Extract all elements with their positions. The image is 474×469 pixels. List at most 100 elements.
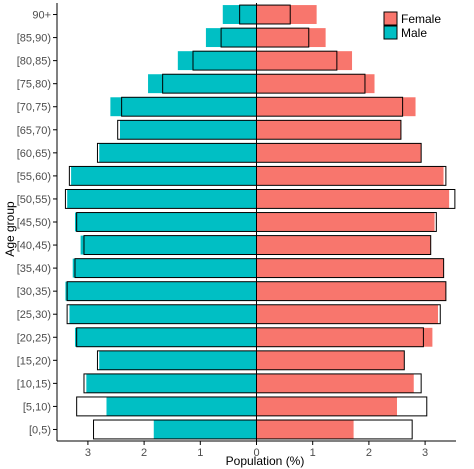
bar-female xyxy=(256,212,435,232)
bar-male xyxy=(99,350,257,370)
x-tick-label: 3 xyxy=(85,447,91,459)
outline-fill-female xyxy=(396,397,427,416)
outline-fill-male xyxy=(65,189,68,208)
outline-box xyxy=(117,119,402,140)
bar-male xyxy=(69,304,257,324)
legend-swatch-male xyxy=(383,25,398,40)
outline-box xyxy=(96,142,422,163)
bar-male xyxy=(106,396,257,416)
y-tick-label: [65,70) xyxy=(17,125,51,137)
outline-layer xyxy=(64,4,456,440)
outline-box xyxy=(121,96,404,117)
bar-female xyxy=(256,189,450,209)
y-tick-label: [35,40) xyxy=(17,263,51,275)
bar-male xyxy=(71,166,257,186)
bar-male xyxy=(74,212,257,232)
x-tick-label: 2 xyxy=(366,447,372,459)
bar-female xyxy=(256,281,446,301)
y-axis-title: Age group xyxy=(3,201,17,257)
outline-fill-male xyxy=(69,166,72,185)
y-tick-label: 90+ xyxy=(32,10,51,22)
outline-fill-male xyxy=(118,120,120,139)
bar-female xyxy=(256,327,433,347)
bar-male xyxy=(65,281,257,301)
bar-female xyxy=(256,5,317,24)
x-tick-label: 0 xyxy=(253,447,259,459)
outline-box xyxy=(162,73,366,94)
outline-box xyxy=(68,165,447,186)
bar-female xyxy=(256,350,405,370)
outline-box xyxy=(93,419,413,440)
x-ticks: 3 2 1 0 1 2 3 xyxy=(85,441,428,459)
outline-fill-male xyxy=(84,374,87,393)
bar-female xyxy=(256,373,414,393)
outline-fill-female xyxy=(438,305,440,324)
x-tick-label: 2 xyxy=(141,447,147,459)
outline-box xyxy=(76,327,424,348)
bar-male xyxy=(205,28,257,48)
y-tick-label: [60,65) xyxy=(17,148,51,160)
bars-layer xyxy=(65,5,455,439)
x-tick-label: 1 xyxy=(310,447,316,459)
y-tick-label: [85,90) xyxy=(17,33,51,45)
y-tick-label: [55,60) xyxy=(17,171,51,183)
bar-male xyxy=(119,120,257,140)
x-tick-label: 3 xyxy=(422,447,428,459)
bar-female xyxy=(256,51,353,71)
y-tick-label: [0,5) xyxy=(29,424,51,436)
bar-female xyxy=(256,166,444,186)
bar-female xyxy=(256,304,439,324)
y-tick-label: [50,55) xyxy=(17,194,51,206)
bar-male xyxy=(110,97,257,117)
bar-female xyxy=(256,74,375,94)
bar-male xyxy=(86,373,257,393)
x-axis-title: Population (%) xyxy=(226,454,305,468)
bar-female xyxy=(256,258,444,278)
outline-fill-male xyxy=(77,397,107,416)
bar-male xyxy=(177,51,257,71)
bar-male xyxy=(80,235,257,255)
y-tick-label: [5,10) xyxy=(23,401,51,413)
outline-fill-male xyxy=(67,305,70,324)
bar-male xyxy=(74,327,257,347)
legend-label-female: Female xyxy=(401,12,441,26)
outline-box xyxy=(96,350,405,371)
y-tick-label: [25,30) xyxy=(17,309,51,321)
y-tick-label: [40,45) xyxy=(17,240,51,252)
y-tick-label: [70,75) xyxy=(17,102,51,114)
outline-fill-male xyxy=(97,143,100,162)
bar-male xyxy=(72,258,257,278)
outline-fill-female xyxy=(413,374,421,393)
outline-box xyxy=(76,396,428,417)
y-tick-label: [10,15) xyxy=(17,378,51,390)
outline-box xyxy=(64,188,456,209)
bar-female xyxy=(256,235,431,255)
outline-box xyxy=(66,304,441,325)
legend-swatch-female xyxy=(383,11,398,26)
outline-box xyxy=(192,50,338,71)
bar-male xyxy=(99,143,257,163)
outline-box xyxy=(239,4,291,25)
legend: Female Male xyxy=(383,11,441,40)
y-tick-label: [30,35) xyxy=(17,286,51,298)
bar-female xyxy=(256,120,401,140)
outline-fill-female xyxy=(443,166,446,185)
y-tick-label: [20,25) xyxy=(17,332,51,344)
outline-fill-female xyxy=(353,420,412,439)
outline-box xyxy=(83,373,422,394)
bar-female xyxy=(256,420,354,439)
outline-fill-male xyxy=(94,420,154,439)
y-tick-label: [80,85) xyxy=(17,56,51,68)
outline-box xyxy=(83,235,432,256)
bar-female xyxy=(256,97,416,117)
y-ticks: 90+ [85,90) [80,85) [75,80) [70,75) [65,70) [6… xyxy=(17,10,57,436)
outline-box xyxy=(220,27,310,48)
y-tick-label: [75,80) xyxy=(17,79,51,91)
x-tick-label: 1 xyxy=(197,447,203,459)
outline-box xyxy=(74,258,445,279)
legend-label-male: Male xyxy=(401,26,427,40)
bar-male xyxy=(153,420,257,439)
bar-male xyxy=(148,74,257,94)
